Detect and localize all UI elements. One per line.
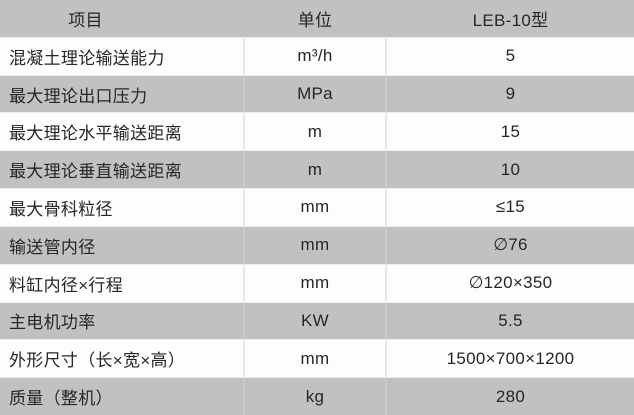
table-row: 主电机功率 KW 5.5 [0, 301, 634, 340]
row-unit: mm [243, 226, 387, 264]
row-unit: m [243, 151, 387, 189]
row-unit: mm [243, 264, 387, 302]
row-unit: m³/h [243, 37, 387, 75]
table-row: 最大骨科粒径 mm ≤15 [0, 188, 634, 226]
row-item-label: 料缸内径×行程 [9, 275, 124, 295]
row-item-label: 最大理论出口压力 [9, 86, 148, 106]
column-header-model: LEB-10型 [472, 10, 549, 30]
table-row: 最大理论垂直输送距离 m 10 [0, 150, 634, 189]
column-header-unit: 单位 [297, 10, 333, 30]
row-item-label: 外形尺寸（长×宽×高） [9, 351, 186, 371]
row-unit: kg [243, 378, 387, 415]
row-value: ∅76 [493, 235, 528, 255]
table-header-row: 项目 单位 LEB-10型 [0, 0, 634, 37]
row-value: 9 [505, 84, 516, 104]
row-item-label: 输送管内径 [9, 237, 96, 257]
row-item-label: 最大理论水平输送距离 [9, 124, 182, 144]
table-row: 质量（整机） kg 280 [0, 377, 634, 415]
table-row: 混凝土理论输送能力 m³/h 5 [0, 36, 634, 75]
table-row: 最大理论出口压力 MPa 9 [0, 74, 634, 113]
row-item-label: 最大骨科粒径 [9, 199, 113, 219]
row-value: ∅120×350 [468, 273, 553, 293]
row-value: 5.5 [498, 310, 523, 330]
row-value: 5 [505, 46, 516, 66]
row-value: 15 [500, 121, 521, 141]
row-unit: m [243, 113, 387, 151]
table-row: 最大理论水平输送距离 m 15 [0, 112, 634, 151]
row-unit: MPa [243, 75, 387, 113]
column-header-item: 项目 [68, 10, 103, 30]
table-row: 外形尺寸（长×宽×高） mm 1500×700×1200 [0, 339, 634, 378]
row-unit: mm [243, 340, 387, 378]
row-value: 1500×700×1200 [446, 348, 575, 368]
row-unit: mm [243, 189, 387, 226]
row-value: ≤15 [495, 197, 526, 217]
row-item-label: 主电机功率 [9, 313, 96, 333]
row-unit: KW [243, 302, 387, 340]
row-item-label: 混凝土理论输送能力 [9, 48, 165, 68]
row-item-label: 质量（整机） [9, 389, 113, 409]
row-value: 280 [495, 386, 526, 406]
row-value: 10 [500, 159, 521, 179]
table-row: 输送管内径 mm ∅76 [0, 225, 634, 264]
row-item-label: 最大理论垂直输送距离 [9, 162, 182, 182]
table-row: 料缸内径×行程 mm ∅120×350 [0, 263, 634, 302]
